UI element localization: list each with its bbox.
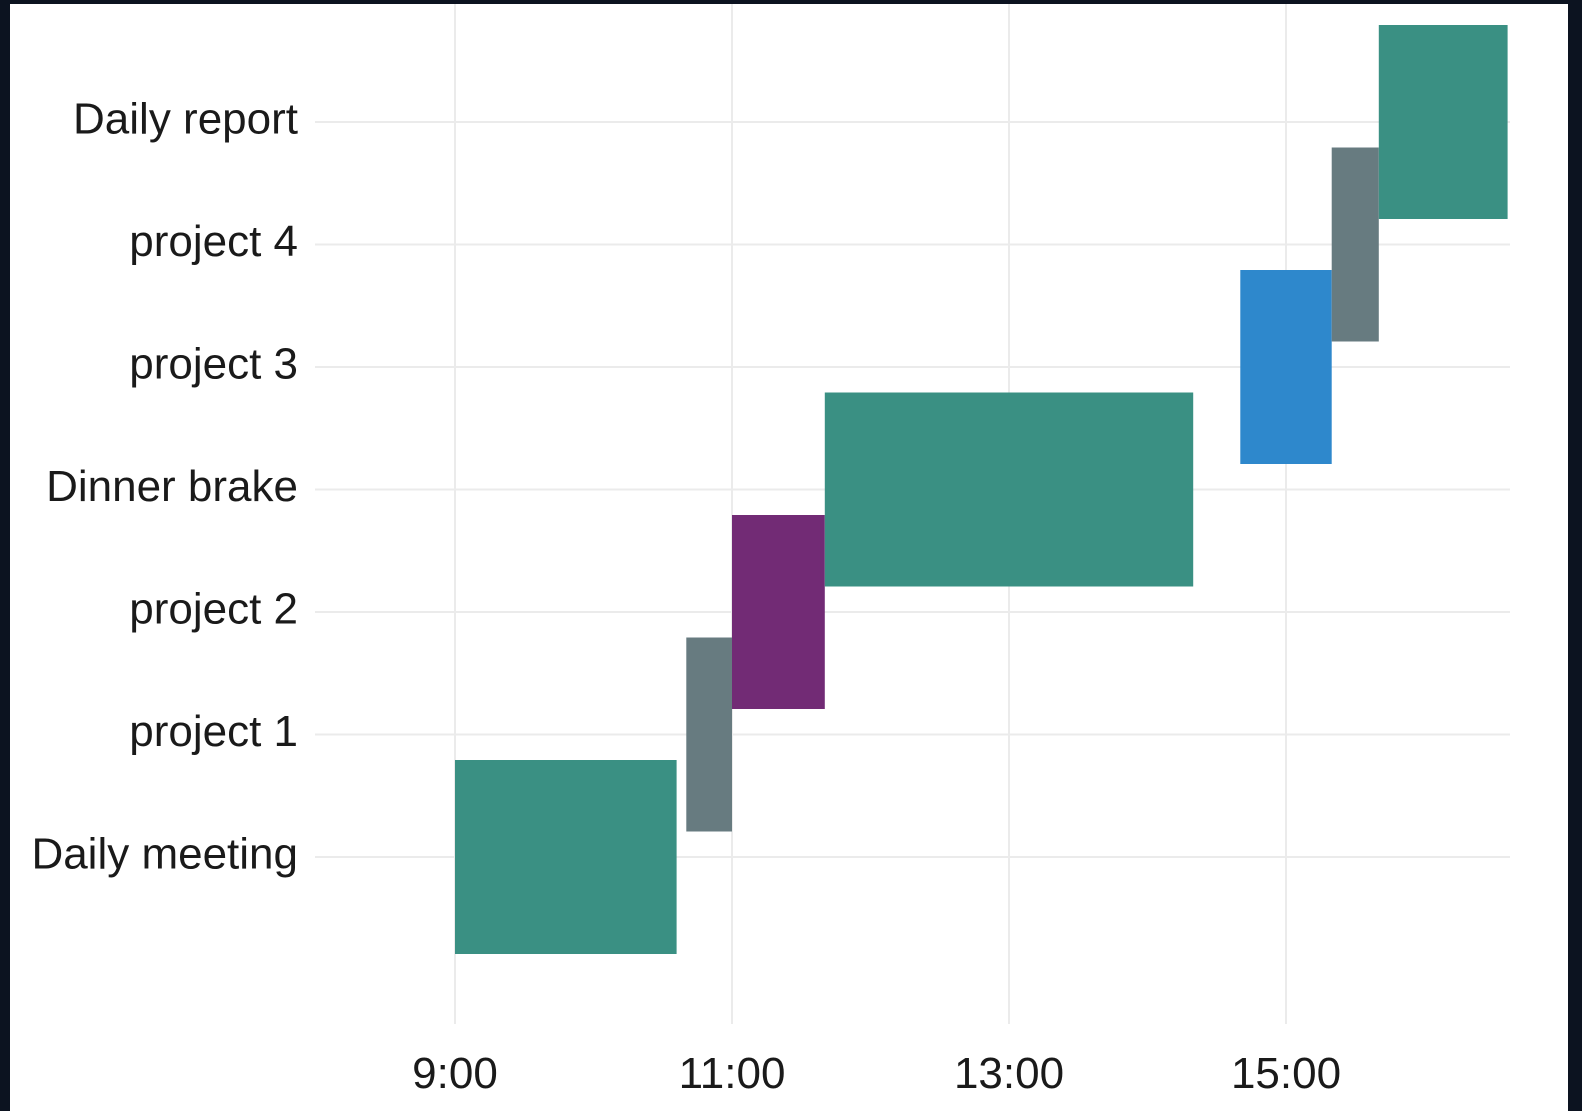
x-tick-label: 9:00 [412, 1049, 498, 1098]
bar-layer [455, 25, 1508, 954]
category-label: project 1 [129, 707, 298, 756]
category-labels: Daily meeting project 1 project 2 Dinner br… [31, 95, 298, 879]
bar-project-1 [686, 637, 732, 832]
bar-project-4 [1331, 147, 1379, 342]
bar-project-3 [1240, 270, 1332, 464]
category-label: project 4 [129, 217, 298, 266]
x-tick-label: 15:00 [1231, 1049, 1341, 1098]
x-tick-label: 11:00 [679, 1049, 786, 1098]
x-tick-label: 13:00 [954, 1049, 1064, 1098]
bar-daily-report [1378, 25, 1508, 219]
category-label: project 3 [129, 340, 298, 389]
bar-project-2 [732, 515, 825, 709]
gantt-chart: Daily meeting project 1 project 2 Dinner br… [31, 4, 1510, 1098]
category-label: Dinner brake [46, 462, 298, 511]
category-label: Daily report [73, 95, 298, 144]
x-tick-labels: 9:00 11:00 13:00 15:00 [412, 1049, 1341, 1098]
chart-panel: Daily meeting project 1 project 2 Dinner br… [10, 4, 1568, 1111]
bar-dinner-brake [824, 392, 1194, 587]
category-label: project 2 [129, 585, 298, 634]
grid-layer [315, 4, 1510, 1024]
bar-daily-meeting [455, 760, 677, 954]
category-label: Daily meeting [31, 830, 298, 879]
